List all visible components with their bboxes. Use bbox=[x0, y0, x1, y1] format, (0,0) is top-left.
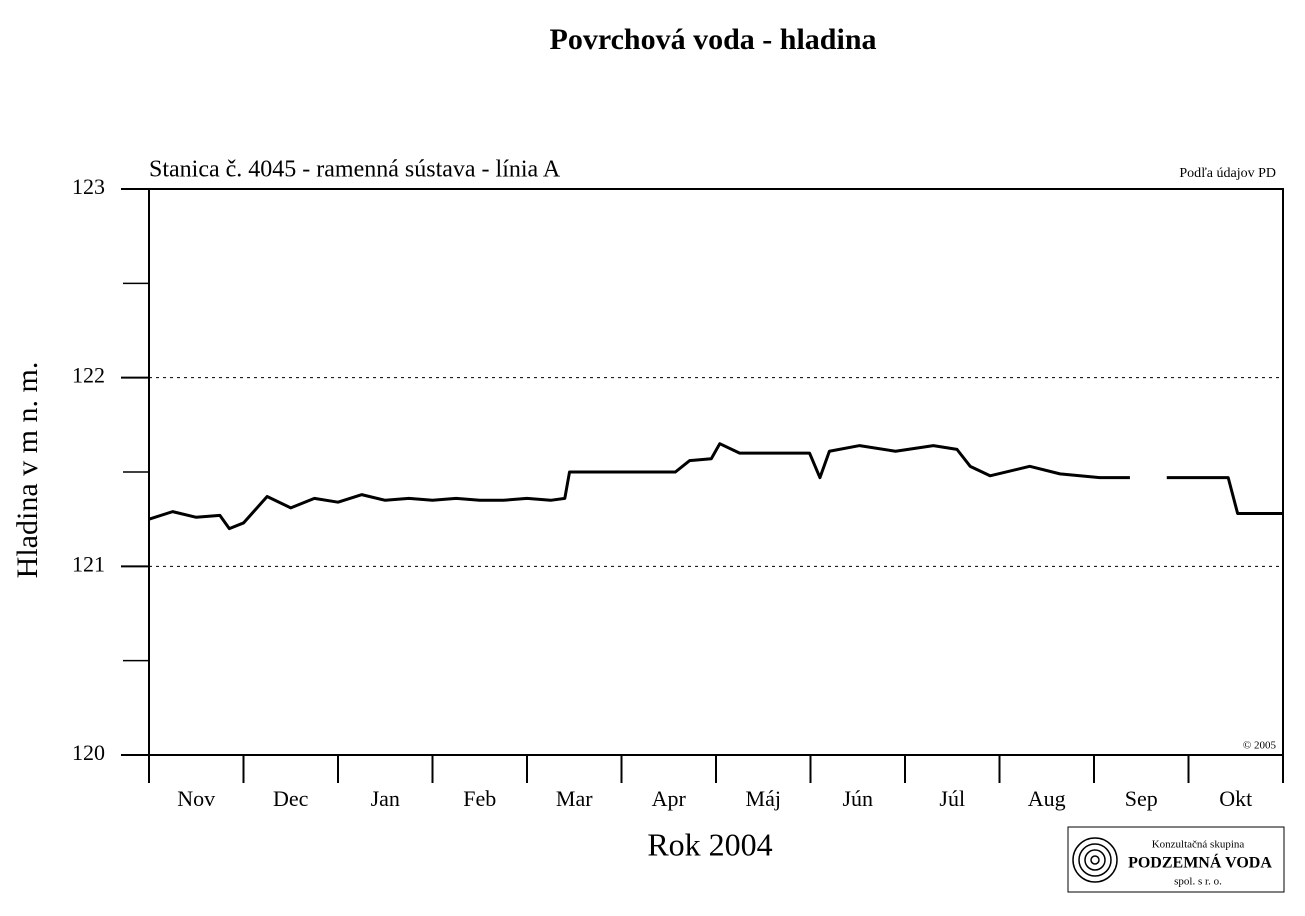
chart-title: Povrchová voda - hladina bbox=[550, 23, 877, 56]
x-tick-label: Aug bbox=[1028, 786, 1066, 811]
x-tick-label: Dec bbox=[273, 786, 309, 811]
logo-line: Konzultačná skupina bbox=[1152, 839, 1245, 851]
x-tick-label: Mar bbox=[556, 786, 593, 811]
x-tick-label: Nov bbox=[177, 786, 215, 811]
y-tick-label: 120 bbox=[72, 740, 105, 765]
y-tick-label: 123 bbox=[72, 174, 105, 199]
y-tick-label: 121 bbox=[72, 551, 105, 576]
x-tick-label: Jún bbox=[842, 786, 873, 811]
x-tick-label: Apr bbox=[652, 786, 687, 811]
logo-line: PODZEMNÁ VODA bbox=[1128, 853, 1272, 872]
line-series bbox=[148, 442, 1283, 531]
copyright: © 2005 bbox=[1243, 740, 1277, 752]
x-tick-label: Okt bbox=[1219, 786, 1252, 811]
x-tick-label: Jan bbox=[371, 786, 400, 811]
logo-box bbox=[1067, 826, 1285, 893]
x-tick-label: Júl bbox=[939, 786, 965, 811]
x-tick-label: Sep bbox=[1125, 786, 1158, 811]
y-tick-label: 122 bbox=[72, 363, 105, 388]
plot-frame bbox=[148, 188, 1284, 756]
chart-subtitle: Stanica č. 4045 - ramenná sústava - líni… bbox=[149, 157, 561, 183]
x-axis-label: Rok 2004 bbox=[647, 826, 772, 862]
x-tick-label: Máj bbox=[746, 786, 781, 811]
logo-icon bbox=[1072, 837, 1118, 883]
x-tick-label: Feb bbox=[463, 786, 496, 811]
y-axis-label: Hladina v m n. m. bbox=[11, 362, 44, 579]
logo-line: spol. s r. o. bbox=[1174, 876, 1222, 888]
source-note: Podľa údajov PD bbox=[1179, 166, 1276, 181]
